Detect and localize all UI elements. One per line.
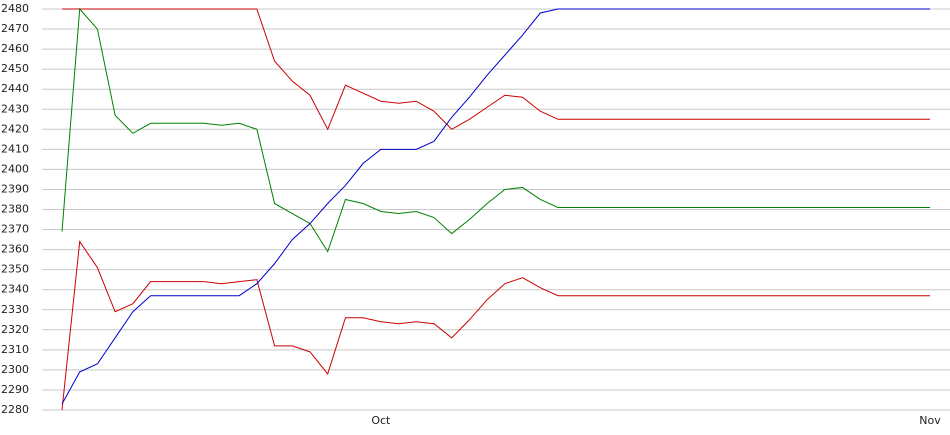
y-tick-label: 2470 — [1, 22, 29, 35]
y-tick-label: 2440 — [1, 82, 29, 95]
y-tick-label: 2460 — [1, 42, 29, 55]
y-tick-label: 2280 — [1, 403, 29, 416]
y-tick-label: 2400 — [1, 162, 29, 175]
y-tick-label: 2380 — [1, 203, 29, 216]
y-tick-label: 2300 — [1, 363, 29, 376]
series-line — [61, 7, 930, 253]
series-line — [62, 8, 930, 131]
y-tick-label: 2360 — [1, 243, 29, 256]
x-tick-label: Oct — [371, 414, 391, 427]
x-tick-label: Nov — [919, 414, 941, 427]
y-tick-label: 2390 — [1, 182, 29, 195]
y-tick-label: 2480 — [1, 2, 29, 15]
y-tick-label: 2310 — [1, 343, 29, 356]
y-tick-label: 2370 — [1, 223, 29, 236]
series-line — [61, 240, 930, 411]
y-tick-label: 2320 — [1, 323, 29, 336]
y-tick-label: 2340 — [1, 283, 29, 296]
y-tick-label: 2430 — [1, 102, 29, 115]
y-tick-label: 2330 — [1, 303, 29, 316]
y-tick-label: 2420 — [1, 122, 29, 135]
y-tick-label: 2410 — [1, 142, 29, 155]
y-tick-label: 2350 — [1, 263, 29, 276]
series-line — [61, 8, 930, 405]
y-tick-label: 2450 — [1, 62, 29, 75]
y-tick-label: 2290 — [1, 383, 29, 396]
